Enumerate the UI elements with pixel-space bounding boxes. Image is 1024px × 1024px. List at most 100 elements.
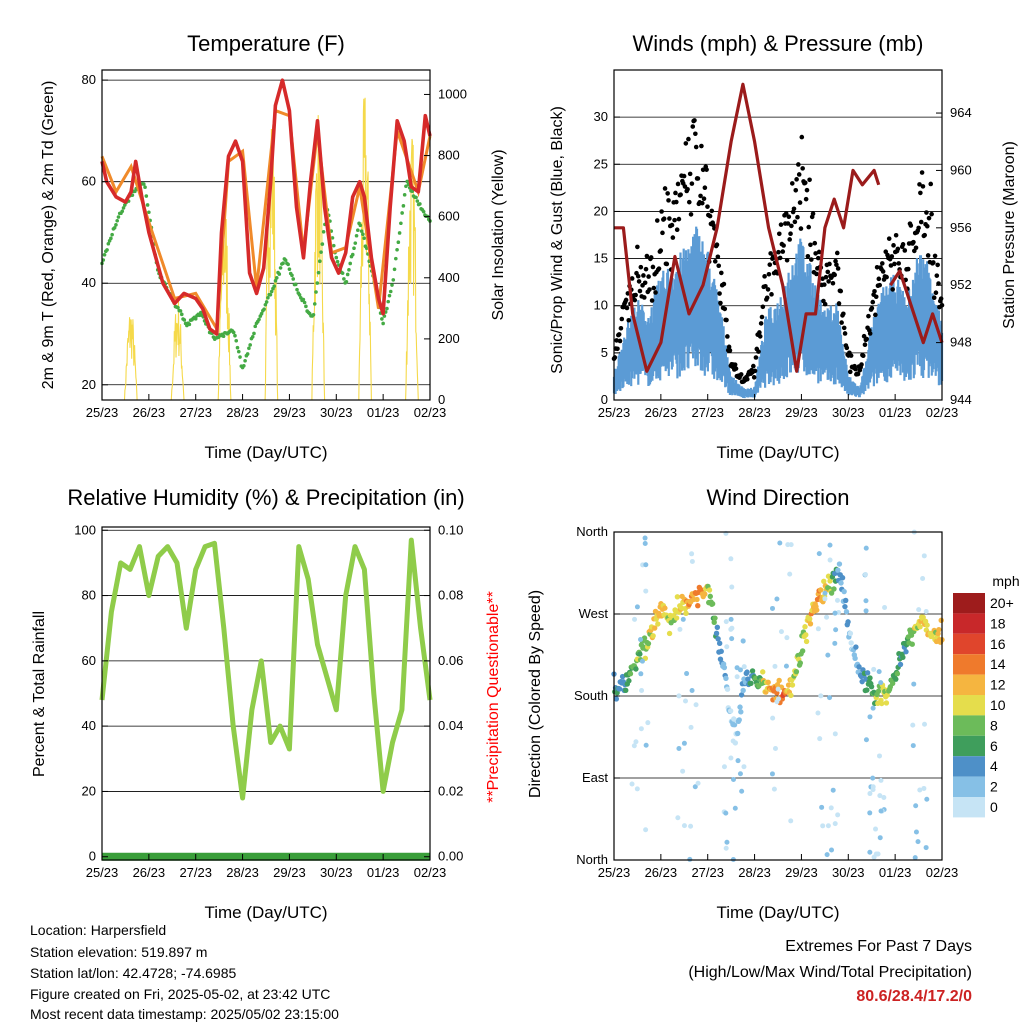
- dewpoint-point: [238, 355, 242, 359]
- direction-point: [807, 616, 813, 622]
- direction-point: [789, 682, 796, 688]
- direction-point: [788, 692, 794, 699]
- dewpoint-point: [283, 258, 288, 262]
- dewpoint-point: [295, 287, 299, 292]
- direction-point: [822, 590, 828, 596]
- pressure-y2-tick-label: 952: [950, 277, 972, 292]
- direction-point: [639, 658, 645, 664]
- direction-point: [833, 627, 839, 633]
- dewpoint-point: [178, 309, 183, 313]
- gust-point: [777, 255, 783, 261]
- pressure-y-label: Station Pressure (Maroon): [1001, 141, 1018, 329]
- direction-point: [713, 630, 720, 637]
- direction-x-label: Time (Day/UTC): [716, 903, 839, 922]
- direction-point: [777, 540, 783, 546]
- gust-point: [683, 141, 689, 146]
- direction-point: [873, 826, 879, 832]
- dewpoint-point: [311, 312, 316, 317]
- humidity-x-tick-label: 27/23: [179, 865, 212, 880]
- direction-point: [738, 692, 745, 698]
- direction-point: [643, 827, 649, 833]
- dewpoint-point: [354, 233, 359, 238]
- winds-series: [611, 82, 945, 399]
- gust-point: [934, 273, 940, 278]
- dewpoint-point: [297, 293, 302, 297]
- winds-x-tick-label: 30/23: [832, 405, 865, 420]
- dewpoint-point: [385, 306, 389, 311]
- gust-point: [822, 282, 827, 287]
- gust-point: [841, 325, 847, 331]
- speed-legend-title: mph: [992, 573, 1019, 589]
- humidity-y-tick-label: 40: [82, 718, 96, 733]
- latest-timestamp-text: Most recent data timestamp: 2025/05/02 2…: [30, 1006, 339, 1022]
- direction-point: [878, 777, 884, 783]
- direction-point: [694, 596, 700, 603]
- dewpoint-point: [259, 311, 264, 316]
- gust-point: [836, 301, 842, 306]
- speed-legend-swatch: [953, 756, 985, 777]
- direction-point: [738, 709, 744, 715]
- direction-point: [633, 739, 639, 745]
- temp-2m-line: [100, 78, 432, 336]
- direction-point: [772, 745, 778, 751]
- winds-y-tick-label: 15: [594, 251, 608, 266]
- gust-point: [715, 254, 721, 260]
- gust-point: [726, 344, 732, 350]
- speed-legend-swatch: [953, 715, 985, 736]
- direction-point: [684, 671, 690, 677]
- gust-point: [859, 362, 864, 367]
- direction-point: [616, 686, 623, 692]
- humidity-x-tick-label: 28/23: [226, 865, 259, 880]
- dewpoint-point: [264, 300, 269, 304]
- gust-point: [626, 317, 632, 323]
- dewpoint-point: [319, 250, 323, 254]
- gust-point: [642, 280, 648, 286]
- direction-point: [681, 740, 687, 746]
- direction-point: [838, 580, 844, 586]
- winds-y-tick-label: 25: [594, 156, 608, 171]
- gust-point: [701, 196, 707, 201]
- direction-point: [863, 598, 869, 604]
- direction-point: [832, 731, 838, 737]
- pressure-y2-tick-label: 944: [950, 392, 972, 407]
- direction-point: [915, 839, 921, 845]
- dewpoint-point: [321, 229, 326, 234]
- dewpoint-point: [193, 317, 198, 321]
- gust-point: [806, 224, 812, 230]
- direction-point: [638, 671, 644, 677]
- direction-point: [689, 688, 695, 694]
- dewpoint-point: [387, 293, 392, 298]
- temperature-x-tick-label: 30/23: [320, 405, 353, 420]
- direction-point: [843, 597, 849, 604]
- pressure-y2-tick-label: 948: [950, 335, 972, 350]
- winds-ticks: 25/23 26/23 27/23 28/23 29/23 30/23 01/23 02/23…: [594, 105, 972, 420]
- gust-point: [847, 369, 853, 375]
- dewpoint-point: [268, 292, 273, 297]
- gust-point: [641, 273, 646, 278]
- gust-point: [832, 272, 837, 278]
- gust-point: [641, 295, 647, 300]
- dewpoint-point: [380, 317, 384, 321]
- speed-legend-label: 0: [990, 799, 998, 815]
- gust-point: [707, 213, 713, 219]
- gust-point: [799, 134, 805, 140]
- direction-y-label: Direction (Colored By Speed): [527, 590, 544, 798]
- direction-point: [774, 596, 780, 602]
- speed-legend-label: 18: [990, 615, 1006, 631]
- winds-y-tick-label: 20: [594, 203, 608, 218]
- direction-point: [867, 714, 873, 720]
- direction-point: [783, 663, 789, 669]
- gust-point: [826, 279, 831, 284]
- dewpoint-point: [176, 305, 180, 310]
- extremes-heading: Extremes For Past 7 Days: [785, 938, 972, 955]
- gust-point: [693, 144, 699, 150]
- gust-point: [795, 214, 800, 220]
- humidity-x-tick-label: 29/23: [273, 865, 306, 880]
- direction-point: [707, 593, 713, 600]
- gust-point: [869, 305, 875, 311]
- gust-point: [874, 265, 880, 270]
- dewpoint-point: [320, 242, 325, 246]
- direction-point: [770, 715, 776, 721]
- gust-point: [674, 227, 680, 233]
- direction-point: [881, 794, 887, 800]
